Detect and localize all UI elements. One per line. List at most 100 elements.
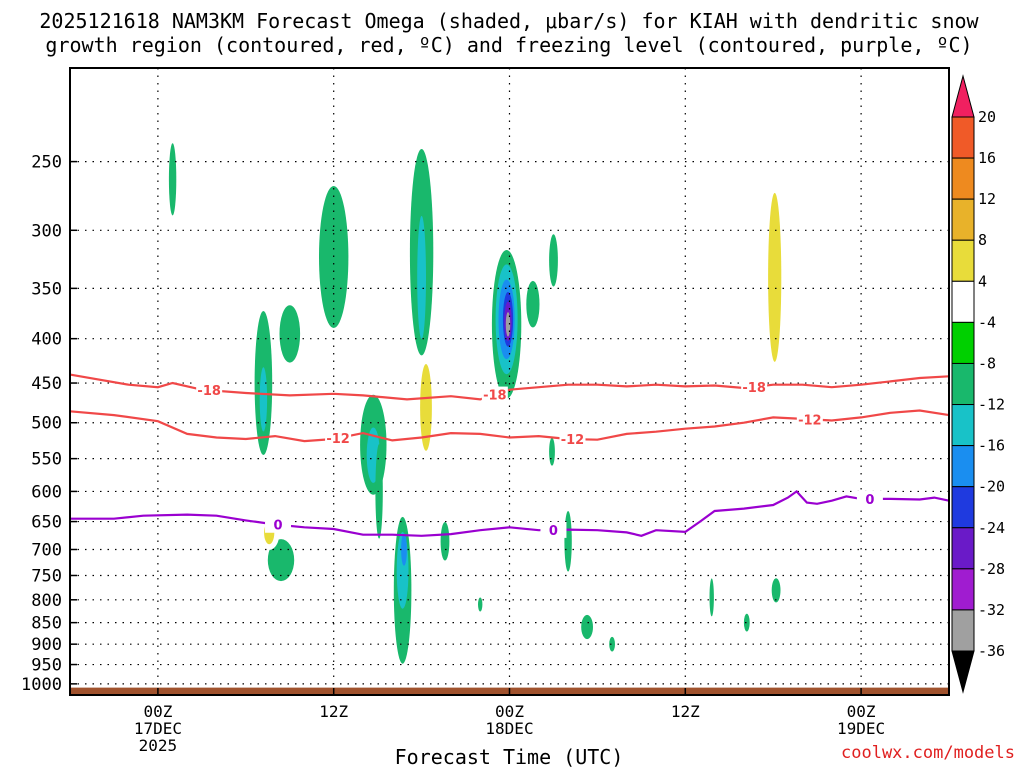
colorbar-label-12: -32 [978,601,1005,619]
y-tick-label-950: 950 [31,656,62,676]
credit-link[interactable]: coolwx.com/models [841,743,1015,763]
omega-cell-36 [328,635,336,653]
y-tick-label-550: 550 [31,450,62,470]
plot-area: -18 -18 -18 -12 -12 -12 0 0 0 250 300 350 400 450 500… [21,67,952,755]
chart-title-line-2: growth region (contoured, red, ºC) and f… [45,33,972,57]
omega-cell-49 [823,106,864,404]
contour-label-0-0: 0 [274,519,283,534]
contour-label-0-1: 0 [549,524,558,539]
colorbar-band-0 [951,116,975,159]
contour-label-0-2: 0 [865,493,874,508]
y-tick-label-750: 750 [31,566,62,586]
omega-cell-46 [694,637,700,651]
omega-cell-53 [97,638,102,644]
x-tick-label-2-0: 00Z [495,702,524,721]
colorbar-band-10 [951,527,975,570]
temperature-contours: -18 -18 -18 -12 -12 -12 0 0 0 [69,373,950,539]
x-tick-label-0-0: 00Z [143,702,172,721]
axis-ticks: 2503003504004505005506006507007508008509… [21,153,885,755]
colorbar-label-8: -16 [978,437,1005,455]
contour-label--18-2: -18 [742,381,766,396]
omega-cell-3 [279,305,301,363]
colorbar-label-3: 8 [978,231,987,249]
omega-cell-45 [675,607,690,647]
omega-shading [97,106,952,664]
colorbar-label-7: -12 [978,396,1005,414]
omega-cell-25 [564,511,572,572]
contour-label--12-0: -12 [326,432,350,447]
colorbar-label-1: 16 [978,149,996,167]
contour-label-bg-0-1 [540,521,567,538]
omega-cell-42 [516,525,539,636]
colorbar-label-13: -36 [978,642,1005,660]
omega-cell-48 [768,192,782,362]
omega-cell-0 [168,143,177,216]
colorbar-band-3 [951,239,975,282]
y-tick-label-650: 650 [31,513,62,533]
colorbar-label-11: -28 [978,560,1005,578]
omega-cell-50 [809,348,823,401]
y-tick-label-850: 850 [31,614,62,634]
colorbar-label-10: -24 [978,519,1005,537]
x-tick-label-4-0: 00Z [847,702,876,721]
y-tick-label-1000: 1000 [21,675,62,695]
colorbar: 20 16 12 8 4 -4 -8 -12 -16 -20 -24 -28 -32 -36 [951,74,1005,694]
omega-cell-51 [891,651,896,658]
colorbar-band-1 [951,157,975,200]
colorbar-band-7 [951,404,975,447]
omega-cell-35 [329,588,339,617]
omega-cell-6 [417,215,426,339]
colorbar-band-9 [951,486,975,529]
y-tick-label-600: 600 [31,482,62,502]
omega-cell-15 [478,597,483,612]
contour-label-bg--18-1 [481,386,508,403]
x-tick-label-2-1: 18DEC [485,719,533,738]
y-tick-label-300: 300 [31,221,62,241]
colorbar-band-8 [951,445,975,488]
omega-cell-44 [627,472,635,511]
omega-cell-23 [549,234,558,287]
chart-title-line-1: 2025121618 NAM3KM Forecast Omega (shaded… [39,9,979,33]
omega-cell-27 [609,636,615,652]
x-tick-label-0-2: 2025 [139,736,178,755]
y-tick-label-700: 700 [31,540,62,560]
x-tick-label-4-1: 19DEC [837,719,885,738]
omega-cell-13 [375,444,383,539]
colorbar-label-6: -8 [978,354,996,372]
contour-label--12-2: -12 [798,413,822,428]
omega-cell-24 [549,437,555,466]
colorbar-top-arrow [951,74,975,118]
contour-label--12-1: -12 [561,433,585,448]
x-axis-label: Forecast Time (UTC) [395,745,624,768]
contour-label-bg--18-0 [196,382,223,399]
colorbar-label-9: -20 [978,478,1005,496]
y-tick-label-500: 500 [31,414,62,434]
colorbar-label-0: 20 [978,108,996,126]
contour-label-bg-0-2 [856,490,883,507]
y-tick-label-900: 900 [31,635,62,655]
omega-cell-2 [259,367,268,432]
colorbar-band-11 [951,568,975,611]
omega-cell-33 [291,424,306,487]
omega-cell-39 [453,360,472,455]
x-tick-label-3-0: 12Z [671,702,700,721]
contour-label-bg--12-2 [796,411,823,428]
colorbar-label-2: 12 [978,190,996,208]
omega-cell-43 [574,281,585,396]
y-tick-label-450: 450 [31,374,62,394]
y-tick-label-350: 350 [31,279,62,299]
omega-cell-30 [771,578,781,603]
omega-cell-21 [505,312,511,337]
omega-cell-14 [440,522,450,561]
x-tick-label-0-1: 17DEC [134,719,182,738]
contour-label-bg--12-0 [325,430,352,447]
omega-cell-38 [420,364,432,451]
contour-label-bg--12-1 [559,431,586,448]
contour-label--18-0: -18 [197,384,221,399]
omega-cell-11 [401,533,407,566]
colorbar-label-4: 4 [978,272,987,290]
colorbar-band-5 [951,321,975,364]
omega-cell-40 [385,498,394,534]
colorbar-label-5: -4 [978,313,996,331]
